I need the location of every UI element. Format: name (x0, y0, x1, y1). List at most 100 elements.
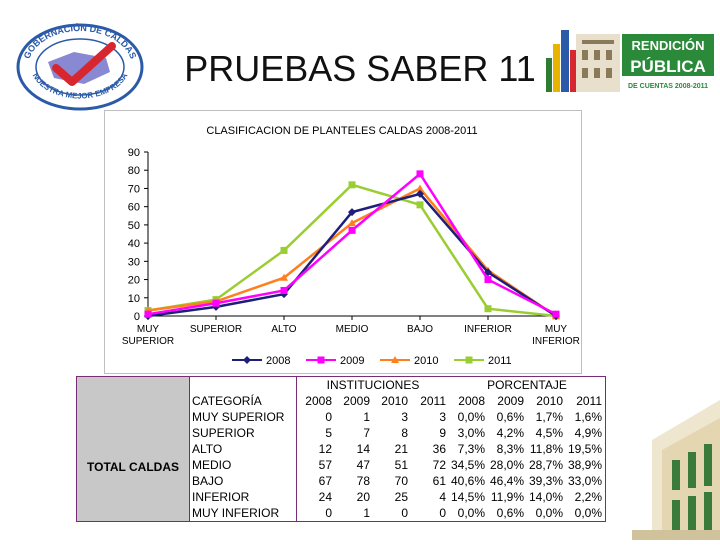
porcentaje-cell: 28,7% (528, 458, 563, 472)
table-row: INFERIOR 24 20 25 4 14,5% 11,9% 14,0% 2,2% (77, 489, 606, 505)
line-chart: CLASIFICACION DE PLANTELES CALDAS 2008-2… (122, 125, 580, 367)
legend-marker (243, 356, 251, 364)
series-2010 (144, 184, 560, 319)
porcentaje-cell: 0,6% (496, 506, 524, 520)
instituciones-cell: 3 (401, 410, 408, 424)
table-row: ALTO 12 14 21 36 7,3% 8,3% 11,8% 19,5% (77, 441, 606, 457)
year-header: 2008 (296, 393, 335, 409)
instituciones-cell: 51 (394, 458, 408, 472)
total-caldas-cell: TOTAL CALDAS (76, 376, 190, 522)
data-point (416, 189, 424, 198)
porcentaje-cell: 33,0% (567, 474, 602, 488)
y-tick-label: 0 (134, 311, 140, 323)
legend-item-2009: 2009 (306, 355, 364, 367)
instituciones-cell: 1 (363, 506, 370, 520)
series-line (147, 186, 557, 318)
porcentaje-cell: 1,7% (535, 410, 563, 424)
table-row: MUY SUPERIOR 0 1 3 3 0,0% 0,6% 1,7% 1,6% (77, 409, 606, 425)
instituciones-cell: 14 (356, 442, 370, 456)
legend: 2008 2009 2010 2011 (232, 355, 512, 367)
logo-right-line3: DE CUENTAS 2008-2011 (628, 83, 708, 90)
porcentaje-cell: 0,0% (457, 506, 485, 520)
instituciones-cell: 0 (296, 409, 335, 425)
instituciones-cell: 67 (296, 473, 335, 489)
porcentaje-cell: 34,5% (450, 458, 485, 472)
x-tick-label: INFERIOR (464, 324, 512, 335)
y-axis: 0 10 20 30 40 50 60 70 80 90 (128, 147, 149, 323)
porcentaje-cell: 28,0% (489, 458, 524, 472)
year-header: 2010 (381, 394, 408, 408)
legend-label: 2009 (340, 355, 364, 367)
porcentaje-cell: 3,0% (457, 426, 485, 440)
porcentaje-cell: 40,6% (450, 474, 485, 488)
porcentaje-cell: 14,5% (450, 490, 485, 504)
x-tick-label: MUY SUPERIOR (122, 324, 174, 347)
data-point (348, 208, 356, 217)
header-blank-cell (190, 377, 297, 394)
y-tick-label: 50 (128, 220, 140, 232)
legend-marker (317, 356, 325, 364)
building-illustration (632, 360, 720, 540)
instituciones-cell: 5 (296, 425, 335, 441)
instituciones-cell: 72 (432, 458, 446, 472)
series-2009 (144, 170, 560, 318)
y-tick-label: 40 (128, 238, 140, 250)
porcentaje-cell: 4,5% (535, 426, 563, 440)
category-cell: MUY SUPERIOR (192, 410, 285, 424)
legend-marker (391, 356, 399, 363)
year-header: 2009 (497, 394, 524, 408)
legend-item-2008: 2008 (232, 355, 290, 367)
year-header: 2008 (458, 394, 485, 408)
series-group (144, 170, 560, 320)
porcentaje-cell: 11,8% (529, 442, 563, 456)
y-tick-label: 80 (128, 165, 140, 177)
data-point (348, 219, 356, 227)
rendicion-publica-logo: RENDICIÓN PÚBLICA DE CUENTAS 2008-2011 (546, 20, 716, 98)
porcentaje-cell: 11,9% (490, 490, 524, 504)
series-2011 (144, 181, 560, 320)
instituciones-cell: 21 (394, 442, 408, 456)
y-tick-label: 30 (128, 256, 140, 268)
data-point (348, 181, 356, 189)
instituciones-cell: 24 (296, 489, 335, 505)
x-tick-label: BAJO (407, 324, 433, 335)
legend-label: 2010 (414, 355, 438, 367)
chart-title: CLASIFICACION DE PLANTELES CALDAS 2008-2… (206, 125, 477, 137)
data-point (484, 276, 492, 284)
x-tick-label: SUPERIOR (190, 324, 242, 335)
table-row: BAJO 67 78 70 61 40,6% 46,4% 39,3% 33,0% (77, 473, 606, 489)
table-row: MEDIO 57 47 51 72 34,5% 28,0% 28,7% 38,9% (77, 457, 606, 473)
instituciones-cell: 0 (439, 506, 446, 520)
logo-right-line2: PÚBLICA (630, 57, 706, 76)
instituciones-cell: 47 (356, 458, 370, 472)
instituciones-cell: 20 (356, 490, 370, 504)
y-tick-label: 90 (128, 147, 140, 159)
year-header: 2009 (343, 394, 370, 408)
instituciones-cell: 61 (432, 474, 446, 488)
legend-label: 2011 (488, 355, 512, 367)
category-header: CATEGORÍA (192, 394, 262, 408)
porcentaje-cell: 19,5% (567, 442, 602, 456)
table-header-row: TOTAL CALDAS INSTITUCIONES PORCENTAJE (76, 376, 606, 522)
x-tick-label: MUY INFERIOR (532, 324, 580, 347)
data-point (212, 299, 220, 307)
table-row: SUPERIOR 5 7 8 9 3,0% 4,2% 4,5% 4,9% (77, 425, 606, 441)
instituciones-cell: 4 (439, 490, 446, 504)
instituciones-cell: 9 (439, 426, 446, 440)
instituciones-cell: 8 (401, 426, 408, 440)
porcentaje-cell: 2,2% (574, 490, 602, 504)
porcentaje-cell: 38,9% (567, 458, 602, 472)
data-point (416, 201, 424, 209)
x-tick-label: ALTO (271, 324, 296, 335)
data-point (280, 286, 288, 294)
category-cell: SUPERIOR (192, 426, 255, 440)
y-tick-label: 60 (128, 202, 140, 214)
porcentaje-cell: 0,0% (535, 506, 563, 520)
porcentaje-cell: 39,3% (528, 474, 563, 488)
porcentaje-cell: 14,0% (528, 490, 563, 504)
legend-item-2011: 2011 (454, 355, 512, 367)
porcentaje-cell: 4,9% (574, 426, 602, 440)
gobernacion-logo: GOBERNACIÓN DE CALDAS NUESTRA MEJOR EMPR… (14, 22, 146, 112)
porcentaje-cell: 0,0% (457, 410, 485, 424)
porcentaje-cell: 4,2% (496, 426, 524, 440)
